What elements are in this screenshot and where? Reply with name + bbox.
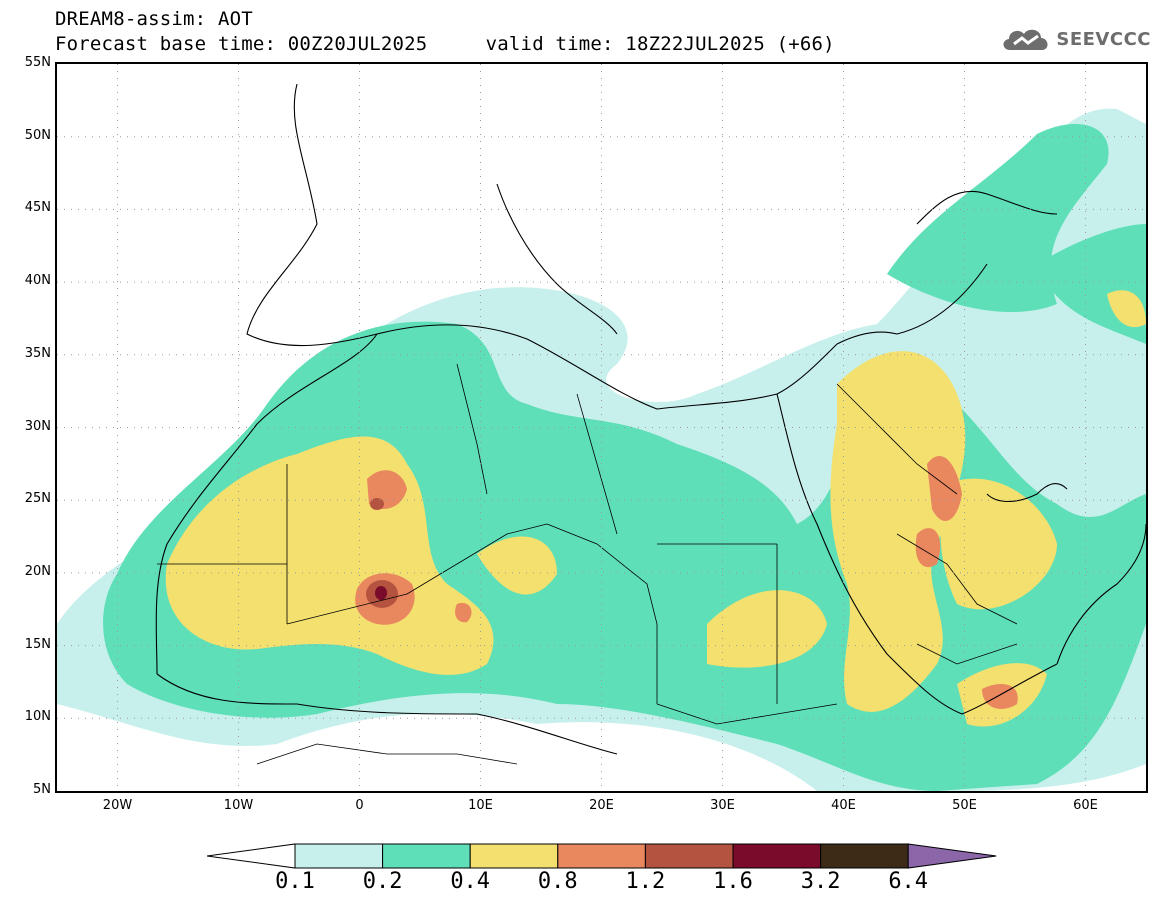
lat-label: 35N xyxy=(24,345,51,361)
lon-label: 60E xyxy=(1073,798,1098,813)
colorbar-segment xyxy=(644,843,734,869)
lon-label: 40E xyxy=(831,798,856,813)
colorbar xyxy=(207,843,997,869)
logo-text: SEEVCCC xyxy=(1056,28,1151,50)
lat-label: 55N xyxy=(24,55,51,70)
lon-label: 10E xyxy=(468,798,493,813)
country-borders xyxy=(157,363,1018,765)
colorbar-level-label: 0.1 xyxy=(275,869,315,894)
colorbar-level-label: 1.6 xyxy=(713,869,753,894)
lat-label: 20N xyxy=(24,563,51,579)
lon-label: 20W xyxy=(102,798,133,813)
lon-label: 20E xyxy=(589,798,614,813)
colorbar-level-label: 0.4 xyxy=(450,869,491,894)
colorbar-segment xyxy=(294,843,384,869)
colorbar-level-label: 0.8 xyxy=(537,869,578,894)
colorbar-level-label: 6.4 xyxy=(888,869,929,894)
colorbar-segment xyxy=(469,843,559,869)
colorbar-level-label: 3.2 xyxy=(800,869,841,894)
map-title: DREAM8-assim: AOT xyxy=(55,8,253,30)
aot-field-1.6 xyxy=(375,586,387,600)
colorbar-segment xyxy=(732,843,822,869)
colorbar-segment xyxy=(557,843,646,869)
colorbar-low-triangle xyxy=(207,843,296,869)
lat-label: 10N xyxy=(24,709,51,725)
coastlines xyxy=(155,83,1146,755)
lat-label: 30N xyxy=(24,418,51,434)
aot-map xyxy=(57,64,1146,791)
lat-label: 40N xyxy=(24,273,51,289)
colorbar-level-label: 1.2 xyxy=(625,869,666,894)
lat-label: 15N xyxy=(24,636,51,652)
lat-label: 5N xyxy=(33,782,51,797)
lat-label: 50N xyxy=(24,127,51,143)
colorbar-high-triangle xyxy=(907,843,997,869)
colorbar-segment xyxy=(382,843,471,869)
lon-label: 50E xyxy=(952,798,977,813)
colorbar-segment xyxy=(820,843,909,869)
lat-label: 25N xyxy=(24,491,51,507)
colorbar-level-label: 0.2 xyxy=(362,869,403,894)
seevccc-logo: SEEVCCC xyxy=(1000,22,1151,56)
lon-label: 30E xyxy=(710,798,735,813)
aot-field-0.4 xyxy=(165,290,1146,727)
forecast-times: Forecast base time: 00Z20JUL2025 valid t… xyxy=(55,33,835,55)
cloud-icon xyxy=(1003,29,1048,50)
lon-label: 0 xyxy=(355,798,364,813)
lat-label: 45N xyxy=(24,200,51,216)
map-area xyxy=(55,62,1148,793)
lon-label: 10W xyxy=(223,798,254,813)
